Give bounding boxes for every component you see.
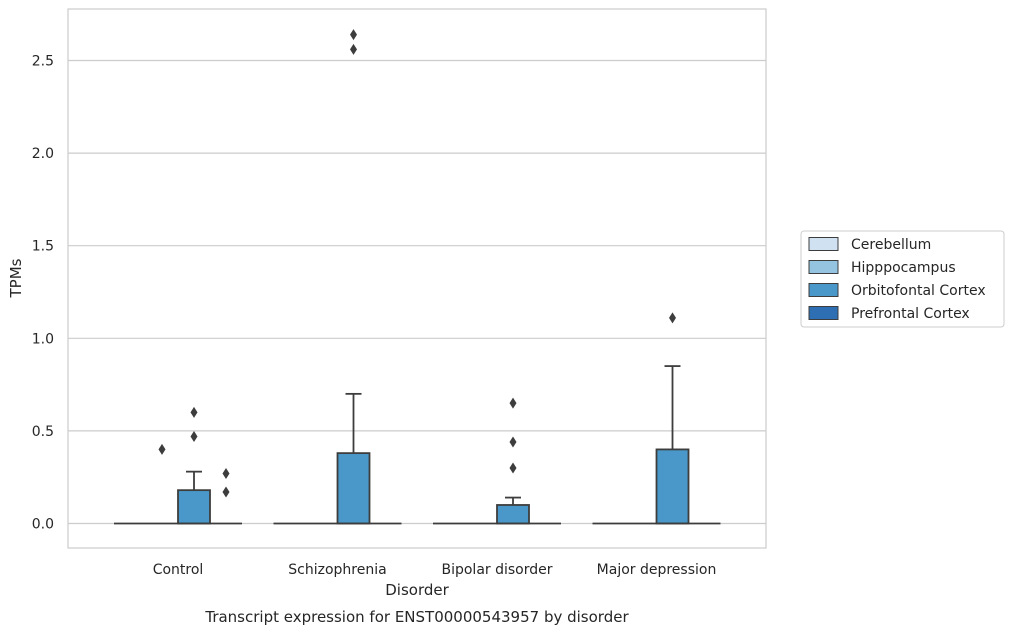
legend: Cerebellum Hipppocampus Orbitofontal Corte…	[800, 230, 1005, 328]
legend-swatch	[808, 260, 839, 274]
outlier-point	[222, 486, 230, 498]
legend-swatch	[808, 306, 839, 320]
outlier-point	[350, 29, 357, 41]
box-series	[114, 29, 721, 525]
y-tick-label: 0.5	[32, 424, 54, 440]
box-prefrontal-cortex	[210, 467, 242, 525]
legend-swatch	[808, 237, 839, 251]
legend-label: Prefrontal Cortex	[851, 306, 970, 322]
x-tick-label: Bipolar disorder	[441, 562, 552, 578]
outlier-point	[158, 443, 166, 455]
legend-frame	[800, 230, 1005, 328]
y-tick-label: 2.5	[32, 54, 54, 70]
chart-title: Transcript expression for ENST0000054395…	[204, 608, 629, 626]
legend-label: Orbitofontal Cortex	[851, 283, 986, 299]
outlier-point	[222, 467, 230, 479]
box-rect	[336, 452, 371, 525]
y-tick-label: 1.5	[32, 239, 54, 255]
x-axis-title: Disorder	[385, 581, 449, 599]
outlier-point	[190, 430, 198, 442]
outlier-point	[509, 436, 517, 448]
x-tick-label: Control	[153, 562, 204, 578]
y-tick-label: 2.0	[32, 146, 54, 162]
plot-frame	[67, 8, 767, 549]
x-tick-label: Schizophrenia	[288, 562, 386, 578]
legend-label: Hipppocampus	[851, 260, 956, 276]
y-axis-title: TPMs	[7, 258, 25, 298]
box-orbitofontal-cortex	[336, 29, 371, 525]
box-rect	[655, 448, 690, 525]
outlier-point	[350, 43, 357, 55]
outlier-point	[509, 397, 517, 409]
y-tick-label: 0.0	[32, 517, 54, 533]
box-hipppocampus	[146, 443, 178, 525]
outlier-point	[190, 406, 198, 418]
y-tick-label: 1.0	[32, 331, 54, 347]
box-orbitofontal-cortex	[655, 312, 690, 525]
x-axis-ticks: Control Schizophrenia Bipolar disorder Majo…	[153, 562, 717, 578]
x-tick-label: Major depression	[597, 562, 717, 578]
legend-swatch	[808, 283, 839, 297]
box-rect	[177, 489, 211, 525]
box-orbitofontal-cortex	[496, 397, 530, 525]
box-rect	[496, 504, 530, 525]
outlier-point	[669, 312, 676, 324]
box-orbitofontal-cortex	[177, 406, 211, 525]
outlier-point	[509, 462, 517, 474]
legend-label: Cerebellum	[851, 237, 931, 253]
y-axis-ticks: 0.0 0.5 1.0 1.5 2.0 2.5	[32, 54, 54, 533]
